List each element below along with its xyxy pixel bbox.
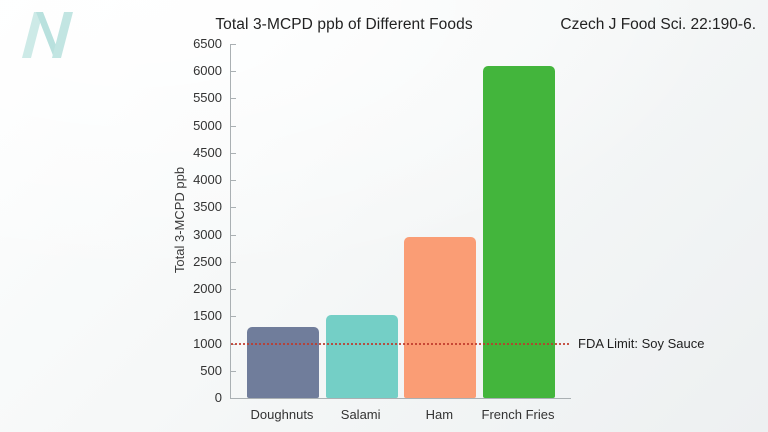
fda-limit-label: FDA Limit: Soy Sauce [578, 335, 705, 351]
y-tick-label: 0 [214, 390, 222, 405]
y-tick-mark [231, 261, 236, 263]
y-tick-label: 4000 [193, 172, 222, 188]
citation-text: Czech J Food Sci. 22:190-6. [560, 16, 756, 33]
y-tick-mark [231, 125, 236, 127]
y-tick-label: 2000 [193, 281, 222, 297]
x-axis-category-label: Salami [340, 407, 381, 422]
bar-doughnuts [247, 327, 319, 398]
plot-area [230, 44, 571, 399]
y-tick-mark [231, 180, 236, 182]
x-axis-category-label: Doughnuts [250, 407, 314, 422]
y-tick-label: 1000 [193, 335, 222, 351]
y-tick-label: 4500 [193, 144, 222, 160]
y-tick-mark [231, 370, 236, 372]
y-tick-mark [231, 152, 236, 154]
y-tick-mark [231, 98, 236, 100]
bar-french-fries [483, 65, 555, 398]
y-tick-mark [231, 44, 236, 45]
y-tick-label: 5500 [193, 90, 222, 106]
x-axis-category-label: Ham [425, 407, 454, 422]
y-tick-mark [231, 71, 236, 73]
y-tick-label: 6000 [193, 63, 222, 79]
bar-ham [404, 237, 477, 398]
y-tick-label: 5000 [193, 117, 222, 133]
y-tick-mark [231, 289, 236, 291]
y-tick-label: 3000 [193, 226, 222, 242]
y-tick-mark [231, 234, 236, 236]
fda-limit-line [231, 342, 569, 345]
nutritionfacts-logo-watermark-icon [22, 12, 73, 58]
chart-title: Total 3-MCPD ppb of Different Foods [215, 16, 473, 33]
bar-salami [325, 315, 398, 398]
y-tick-label: 500 [200, 362, 222, 378]
x-axis-category-label: French Fries [481, 407, 555, 422]
y-tick-mark [231, 316, 236, 318]
y-tick-label: 1500 [193, 308, 222, 324]
y-tick-mark [231, 207, 236, 209]
y-tick-mark [231, 398, 236, 399]
y-tick-label: 3500 [193, 199, 222, 215]
y-tick-label: 6500 [193, 36, 222, 51]
y-tick-label: 2500 [193, 253, 222, 269]
